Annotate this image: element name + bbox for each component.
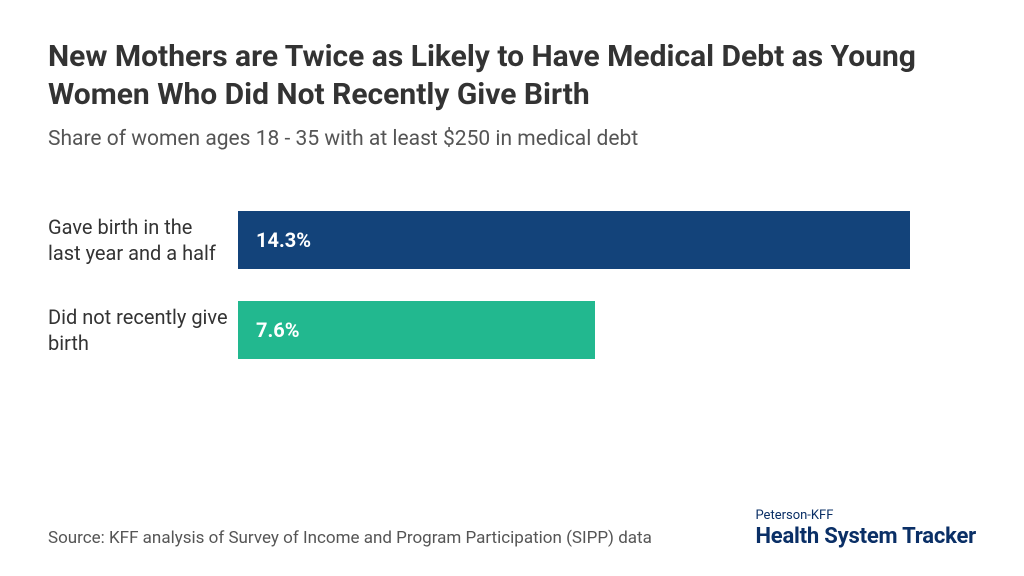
bar-label: Did not recently give birth [48, 304, 238, 356]
bar-value: 14.3% [256, 228, 311, 252]
bar: 7.6% [238, 301, 595, 359]
bar-row: Gave birth in the last year and a half 1… [48, 211, 976, 269]
brand-small-text: Peterson-KFF [755, 509, 976, 523]
bar-track: 14.3% [238, 211, 976, 269]
bar-track: 7.6% [238, 301, 976, 359]
bar-row: Did not recently give birth 7.6% [48, 301, 976, 359]
brand-big-text: Health System Tracker [755, 525, 976, 548]
source-text: Source: KFF analysis of Survey of Income… [48, 528, 652, 548]
chart-subtitle: Share of women ages 18 - 35 with at leas… [48, 127, 976, 151]
bar: 14.3% [238, 211, 910, 269]
chart-footer: Source: KFF analysis of Survey of Income… [48, 509, 976, 548]
bar-chart: Gave birth in the last year and a half 1… [48, 211, 976, 359]
bar-label: Gave birth in the last year and a half [48, 214, 238, 266]
bar-value: 7.6% [256, 318, 300, 342]
brand-logo: Peterson-KFF Health System Tracker [755, 509, 976, 548]
chart-title: New Mothers are Twice as Likely to Have … [48, 38, 948, 113]
